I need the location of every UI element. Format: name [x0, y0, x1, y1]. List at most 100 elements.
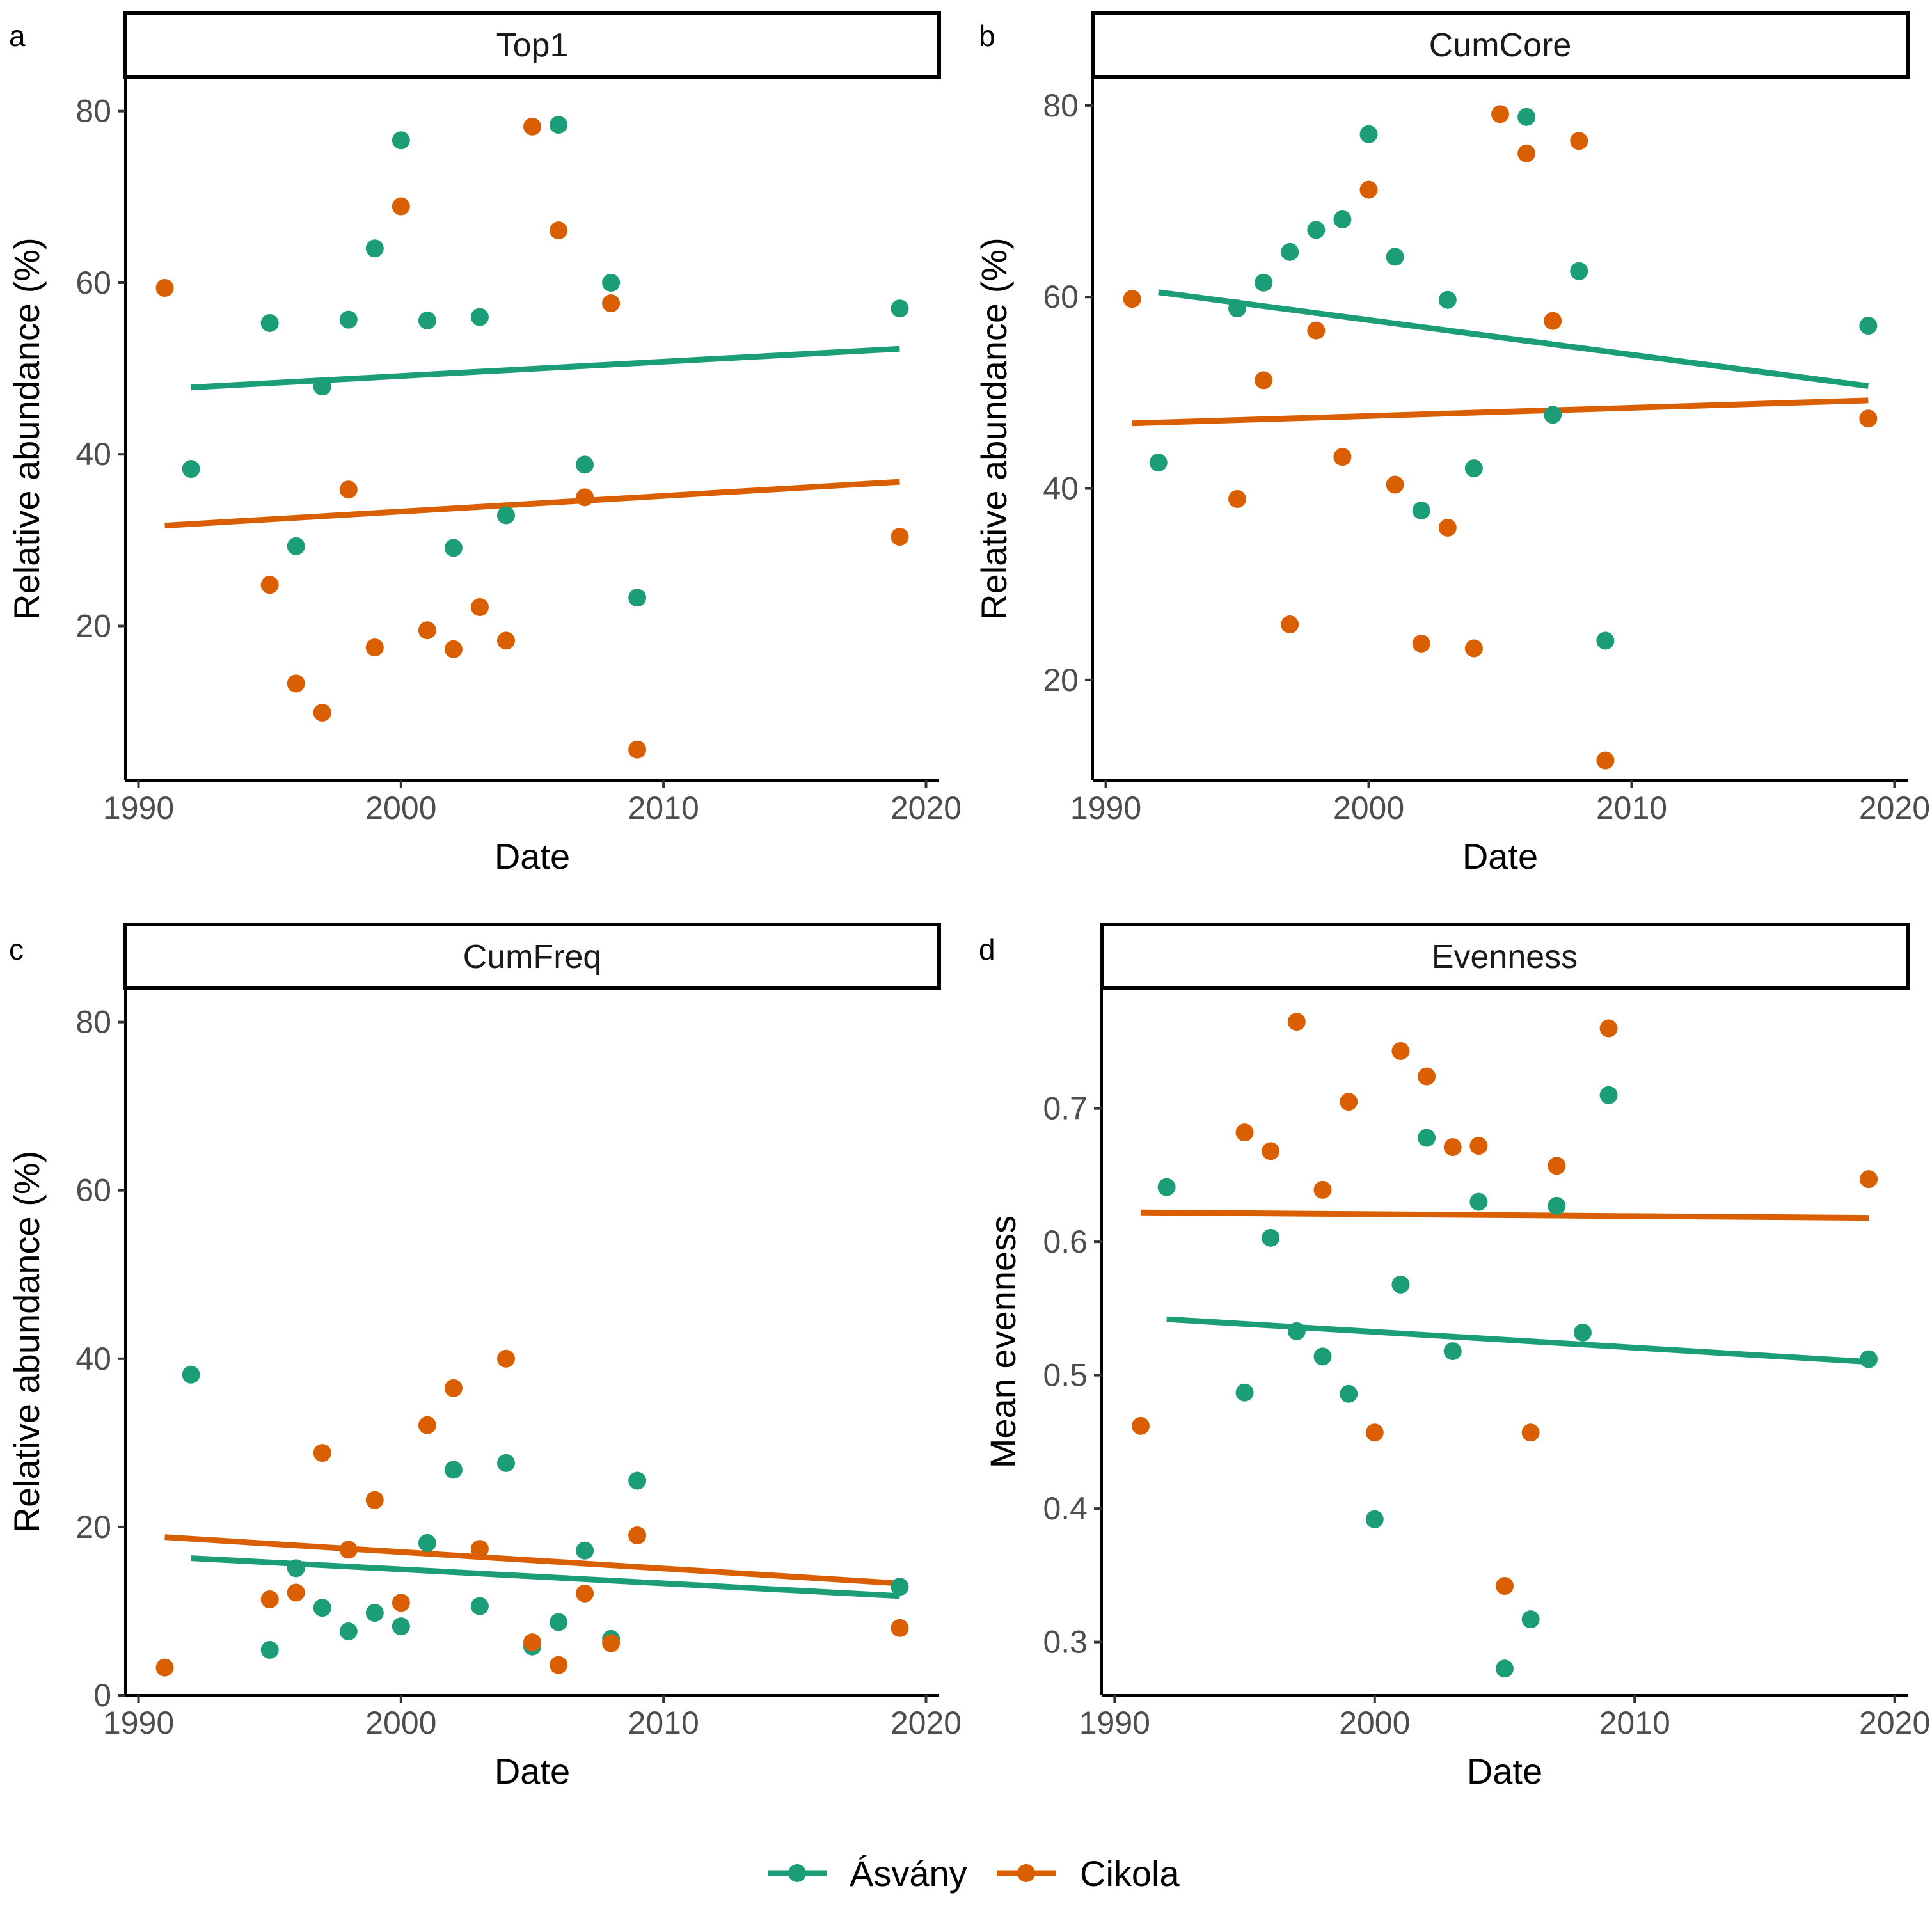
- data-point-cikola: [1262, 1142, 1280, 1160]
- y-axis-title: Mean evenness: [983, 1216, 1023, 1468]
- data-point-asvany: [444, 539, 463, 557]
- data-point-asvany: [1517, 107, 1536, 126]
- data-point-asvany: [1412, 501, 1430, 519]
- data-point-asvany: [182, 460, 200, 479]
- data-point-asvany: [550, 1613, 568, 1631]
- facet-strip: [123, 923, 941, 990]
- data-point-asvany: [1313, 1347, 1332, 1366]
- y-tick-label: 0.5: [1043, 1358, 1088, 1393]
- data-point-asvany: [339, 310, 358, 329]
- data-point-cikola: [1235, 1123, 1254, 1142]
- data-point-cikola: [1307, 321, 1326, 340]
- x-tick-label: 2020: [1859, 1705, 1930, 1741]
- data-point-cikola: [1340, 1093, 1358, 1111]
- y-tick-label: 80: [75, 1004, 111, 1040]
- data-point-asvany: [1365, 1510, 1384, 1528]
- data-point-cikola: [1412, 634, 1430, 653]
- data-point-asvany: [470, 1597, 489, 1615]
- legend-item-asvany: Ásvány: [768, 1853, 967, 1894]
- data-point-cikola: [576, 488, 594, 507]
- data-point-cikola: [339, 480, 358, 499]
- x-tick-label: 2010: [1599, 1705, 1670, 1741]
- facet-strip: [1100, 923, 1910, 990]
- data-point-asvany: [1340, 1384, 1358, 1403]
- data-point-cikola: [1464, 639, 1483, 658]
- data-point-asvany: [1860, 1350, 1878, 1368]
- data-point-cikola: [155, 279, 174, 297]
- y-tick-label: 60: [75, 1173, 111, 1208]
- data-point-cikola: [313, 1444, 331, 1462]
- y-tick-label: 0.4: [1043, 1491, 1088, 1526]
- data-point-asvany: [1599, 1086, 1618, 1104]
- legend: Ásvány Cikola: [768, 1853, 1180, 1894]
- data-point-cikola: [313, 704, 331, 722]
- data-point-cikola: [470, 598, 489, 617]
- x-tick-label: 2020: [891, 790, 962, 826]
- panel-letter: d: [979, 933, 995, 966]
- y-axis-title: Relative abundance (%): [6, 237, 47, 620]
- data-point-cikola: [602, 1634, 621, 1652]
- x-tick-label: 2010: [628, 790, 699, 826]
- y-tick-label: 0.6: [1043, 1224, 1088, 1260]
- trend-line-asvany: [191, 1555, 900, 1599]
- y-tick-label: 40: [75, 1341, 111, 1377]
- x-tick-label: 2000: [1333, 790, 1404, 826]
- data-point-asvany: [182, 1365, 200, 1384]
- data-point-cikola: [260, 1590, 279, 1609]
- data-point-asvany: [1157, 1178, 1176, 1196]
- data-point-asvany: [1570, 262, 1588, 280]
- data-point-cikola: [1281, 615, 1299, 634]
- x-tick-label: 2010: [1596, 790, 1667, 826]
- x-tick-label: 1990: [103, 1705, 174, 1741]
- panel-c: c CumFreq 1990 2000 2010 2020 0 20 40 60 80 Date Rel…: [6, 923, 962, 1791]
- y-tick-label: 20: [75, 608, 111, 644]
- data-point-cikola: [418, 1416, 436, 1434]
- panel-d: d Evenness 1990 2000 2010 2020 0.3 0.4 0.5 0.6 0.7…: [979, 923, 1930, 1791]
- data-point-cikola: [550, 1656, 568, 1674]
- data-point-cikola: [392, 1594, 410, 1612]
- data-point-cikola: [1131, 1416, 1150, 1435]
- trend-line-asvany: [1166, 1316, 1869, 1365]
- data-point-cikola: [891, 1619, 909, 1637]
- data-point-asvany: [1287, 1322, 1306, 1340]
- data-point-asvany: [1573, 1323, 1592, 1342]
- data-point-cikola: [1599, 1019, 1618, 1038]
- facet-strip: [123, 11, 941, 79]
- data-point-asvany: [1496, 1659, 1514, 1678]
- data-point-asvany: [496, 1454, 515, 1472]
- data-point-cikola: [496, 631, 515, 650]
- data-point-asvany: [1521, 1610, 1540, 1629]
- data-point-asvany: [339, 1622, 358, 1641]
- data-point-asvany: [365, 239, 384, 258]
- data-point-asvany: [1386, 248, 1404, 266]
- data-point-asvany: [1544, 406, 1562, 424]
- facet-title: Top1: [496, 27, 569, 64]
- trend-line-cikola: [164, 479, 900, 529]
- data-point-asvany: [1359, 125, 1378, 143]
- x-axis-title: Date: [495, 1751, 570, 1791]
- data-point-cikola: [418, 621, 436, 640]
- data-point-cikola: [1359, 180, 1378, 199]
- data-point-asvany: [287, 1559, 305, 1578]
- data-point-cikola: [1287, 1013, 1306, 1031]
- legend-key-dot-cikola: [1017, 1864, 1035, 1882]
- data-point-asvany: [1596, 631, 1615, 650]
- data-point-cikola: [1570, 132, 1588, 150]
- data-point-asvany: [444, 1461, 463, 1479]
- data-point-cikola: [365, 638, 384, 657]
- data-point-cikola: [1548, 1157, 1566, 1175]
- data-point-cikola: [365, 1491, 384, 1509]
- y-tick-label: 60: [75, 265, 111, 301]
- data-point-asvany: [287, 537, 305, 555]
- data-point-asvany: [628, 1471, 647, 1490]
- data-point-asvany: [1281, 242, 1299, 261]
- legend-item-cikola: Cikola: [997, 1853, 1180, 1894]
- facet-title: CumCore: [1429, 27, 1572, 64]
- data-point-cikola: [628, 740, 647, 759]
- panel-letter: a: [9, 19, 26, 52]
- data-point-cikola: [287, 1583, 305, 1602]
- y-tick-label: 0.3: [1043, 1624, 1088, 1660]
